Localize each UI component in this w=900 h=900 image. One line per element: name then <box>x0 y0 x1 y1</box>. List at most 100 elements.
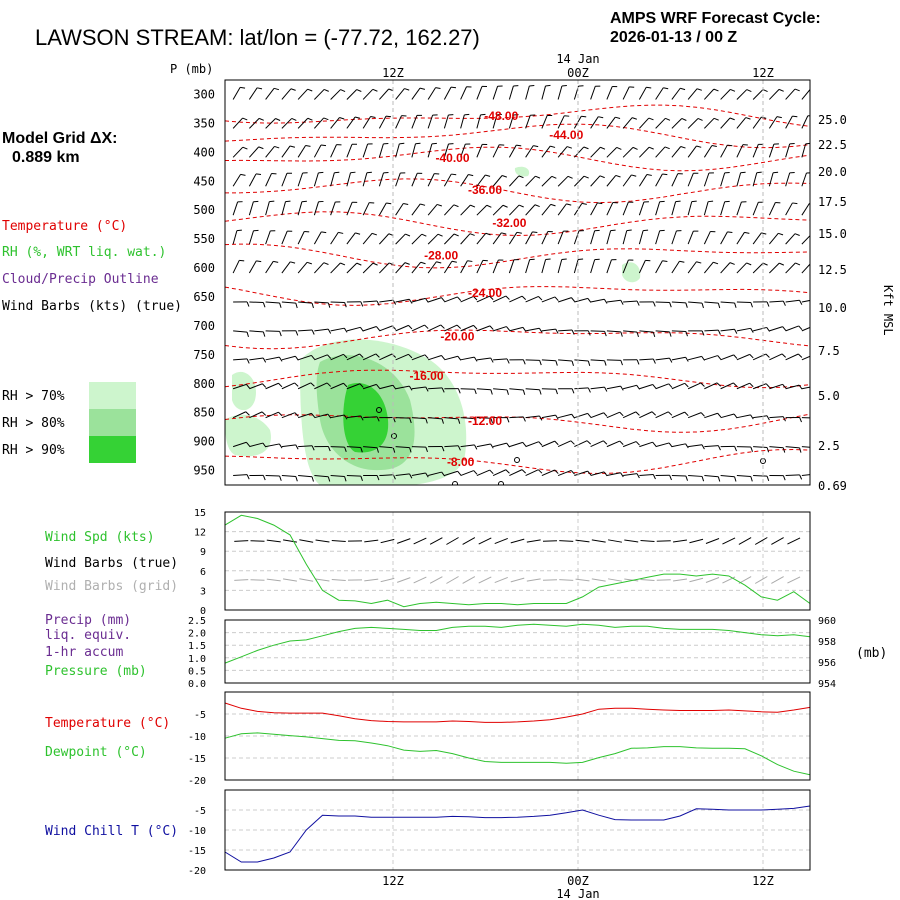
wind-barb-flag <box>603 440 608 445</box>
wind-barb <box>476 86 483 100</box>
pressure-tick: 550 <box>193 232 215 246</box>
wind-barb <box>720 413 735 419</box>
wind-barb <box>541 328 556 332</box>
wind-barb <box>704 475 719 478</box>
wind-barb <box>476 295 490 303</box>
bottom-time-tick-3: 12Z <box>752 874 774 888</box>
wind-barb <box>785 299 800 303</box>
pressure-tick: 950 <box>193 464 215 478</box>
wind-barb <box>541 115 548 129</box>
wind-barb <box>362 202 370 216</box>
wind-barb-flag <box>518 204 524 208</box>
wind-barb <box>395 203 404 216</box>
wind-panel: Wind Spd (kts) Wind Barbs (true) Wind Ba… <box>45 508 811 617</box>
wind-barb-flag <box>603 471 608 477</box>
wind-barb <box>249 301 264 304</box>
wind-barb <box>509 441 523 448</box>
wind-barb <box>687 412 702 419</box>
legend-wind-barbs-true: Wind Barbs (true) <box>45 556 178 571</box>
wind-barb <box>703 231 711 245</box>
y-tick-label: -15 <box>188 754 206 765</box>
wind-barb-flag <box>799 447 802 453</box>
surface-barb-grid <box>624 578 639 582</box>
wind-barb-flag <box>246 301 250 307</box>
wind-barb <box>606 385 621 390</box>
wind-barb <box>720 172 726 187</box>
wind-barb-flag <box>691 200 697 203</box>
wind-barb <box>232 383 247 390</box>
wind-barb <box>362 172 368 187</box>
wind-barb <box>703 145 713 158</box>
wind-barb-flag <box>701 330 705 336</box>
wind-barb <box>427 355 442 361</box>
wind-barb-flag <box>311 303 314 309</box>
pressure-tick: 700 <box>193 319 215 333</box>
wind-barb <box>655 260 663 274</box>
wind-barb-flag <box>697 118 703 121</box>
wind-barb-flag <box>652 358 656 364</box>
wind-barb-flag <box>662 173 668 176</box>
wind-barb <box>671 173 679 187</box>
wind-barb-flag <box>258 146 264 150</box>
wind-barb <box>671 260 680 274</box>
wind-barb <box>655 301 670 303</box>
wind-barb <box>590 230 596 245</box>
wind-barb-flag <box>425 446 428 453</box>
wind-barb-flag <box>403 202 409 205</box>
wind-barb <box>281 382 295 390</box>
wind-barb <box>769 353 783 361</box>
wind-barb <box>785 384 800 390</box>
wind-barb <box>265 146 275 158</box>
wind-barb <box>525 259 531 274</box>
wind-barb-flag <box>792 202 798 205</box>
wind-barb <box>671 301 686 304</box>
wind-barb-flag <box>473 296 478 301</box>
wind-barb-flag <box>295 444 299 450</box>
wind-barb-flag <box>343 327 348 333</box>
wind-barb-flag <box>485 232 491 236</box>
cloud-marker <box>514 457 520 463</box>
surface-barb-grid <box>640 579 655 581</box>
wind-barb-flag <box>566 146 572 149</box>
y-tick-label: 0.5 <box>188 666 206 677</box>
y-tick-label: -20 <box>188 776 206 787</box>
wind-barb-flag <box>665 117 671 121</box>
wind-barb-flag <box>467 260 473 262</box>
wind-barb-flag <box>782 300 786 306</box>
wind-barb <box>606 230 612 245</box>
wind-barb <box>346 202 353 216</box>
wind-barb-flag <box>761 232 767 235</box>
wind-barb-flag <box>652 474 656 480</box>
bottom-time-tick-1: 12Z <box>382 874 404 888</box>
wind-barb <box>736 475 751 478</box>
wind-barb <box>476 232 487 245</box>
surface-barb-grid <box>478 576 492 584</box>
wind-barb <box>362 326 377 332</box>
wind-barb-flag <box>538 296 543 301</box>
wind-barb-flag <box>782 383 787 389</box>
wind-barb-flag <box>474 389 477 395</box>
wind-barb-flag <box>246 331 249 338</box>
isotherm-line <box>225 243 810 269</box>
wind-barb <box>752 262 764 274</box>
wind-barb <box>232 87 241 100</box>
wind-barb-flag <box>435 87 441 90</box>
surface-barb <box>705 538 720 544</box>
wind-barb <box>330 414 345 419</box>
surface-barb <box>591 539 606 543</box>
surface-barb <box>397 538 411 544</box>
wind-barb <box>687 382 702 390</box>
wind-barb-flag <box>685 356 689 362</box>
wind-barb <box>655 173 663 187</box>
wind-barb <box>557 203 567 216</box>
kft-tick: 12.5 <box>818 263 847 277</box>
wind-barb <box>444 470 458 477</box>
wind-barb <box>378 202 387 216</box>
wind-barb <box>785 262 796 274</box>
wind-barb-flag <box>776 116 782 119</box>
wind-barb-flag <box>696 145 702 148</box>
wind-barb <box>346 353 360 361</box>
legend-accum: 1-hr accum <box>45 645 123 660</box>
wind-barb <box>671 443 686 448</box>
wind-barb <box>671 356 686 361</box>
